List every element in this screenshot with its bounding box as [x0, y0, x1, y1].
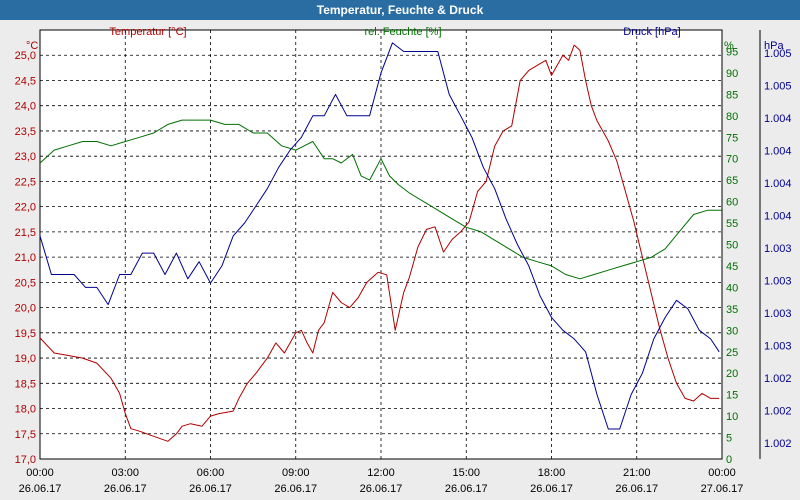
- pressure-tick-label: 1.002: [764, 373, 792, 385]
- x-tick-time: 18:00: [538, 467, 566, 479]
- temp-tick-label: 22,0: [15, 202, 36, 214]
- temp-axis-label: Temperatur [°C]: [109, 26, 186, 38]
- pressure-tick-label: 1.002: [764, 438, 792, 450]
- temp-unit-label: °C: [26, 40, 38, 52]
- x-tick-date: 26.06.17: [104, 483, 147, 495]
- humidity-tick-label: 75: [726, 132, 738, 144]
- x-tick-time: 03:00: [111, 467, 139, 479]
- humidity-tick-label: 15: [726, 390, 738, 402]
- temp-tick-label: 23,5: [15, 126, 36, 138]
- pressure-tick-label: 1.003: [764, 340, 792, 352]
- series-line-press: [39, 42, 720, 430]
- x-tick-date: 26.06.17: [445, 483, 488, 495]
- x-tick-time: 00:00: [26, 467, 54, 479]
- temp-tick-label: 18,5: [15, 378, 36, 390]
- humidity-tick-label: 30: [726, 325, 738, 337]
- humidity-axis-label: rel. Feuchte [%]: [364, 26, 441, 38]
- humidity-tick-label: 35: [726, 304, 738, 316]
- plot-area: [39, 29, 723, 460]
- pressure-tick-label: 1.004: [764, 113, 792, 125]
- temp-tick-label: 23,0: [15, 151, 36, 163]
- window-title: Temperatur, Feuchte & Druck: [0, 0, 800, 20]
- x-tick-time: 12:00: [367, 467, 395, 479]
- pressure-tick-label: 1.003: [764, 243, 792, 255]
- humidity-unit-label: %: [724, 40, 734, 52]
- pressure-tick-label: 1.005: [764, 48, 792, 60]
- x-tick-date: 26.06.17: [360, 483, 403, 495]
- x-tick-date: 26.06.17: [530, 483, 573, 495]
- temp-tick-label: 18,0: [15, 404, 36, 416]
- chart-canvas: 17,0 17,5 18,0 18,5 19,0 19,5 20,0 20,5 21,0 21,5…: [15, 26, 792, 495]
- humidity-tick-label: 10: [726, 411, 738, 423]
- temp-tick-label: 17,0: [15, 454, 36, 466]
- pressure-tick-label: 1.002: [764, 405, 792, 417]
- x-tick-date: 26.06.17: [189, 483, 232, 495]
- humidity-tick-label: 70: [726, 154, 738, 166]
- temp-tick-label: 24,5: [15, 75, 36, 87]
- humidity-tick-label: 25: [726, 347, 738, 359]
- temp-tick-label: 19,0: [15, 353, 36, 365]
- x-tick-time: 21:00: [623, 467, 651, 479]
- temp-tick-label: 20,5: [15, 277, 36, 289]
- temp-tick-label: 17,5: [15, 429, 36, 441]
- humidity-tick-label: 95: [726, 46, 738, 58]
- pressure-tick-label: 1.004: [764, 145, 792, 157]
- x-tick-date: 26.06.17: [274, 483, 317, 495]
- series-line-temp: [39, 44, 720, 442]
- humidity-tick-label: 55: [726, 218, 738, 230]
- humidity-tick-label: 5: [726, 433, 732, 445]
- temp-tick-label: 21,0: [15, 252, 36, 264]
- temp-tick-label: 19,5: [15, 328, 36, 340]
- humidity-tick-label: 50: [726, 240, 738, 252]
- humidity-tick-label: 65: [726, 175, 738, 187]
- temp-tick-label: 20,0: [15, 303, 36, 315]
- humidity-tick-label: 60: [726, 197, 738, 209]
- x-tick-date: 26.06.17: [19, 483, 62, 495]
- humidity-tick-label: 20: [726, 368, 738, 380]
- humidity-tick-label: 85: [726, 89, 738, 101]
- series-line-hum: [39, 119, 722, 280]
- humidity-tick-label: 45: [726, 261, 738, 273]
- x-tick-date: 26.06.17: [615, 483, 658, 495]
- temp-tick-label: 21,5: [15, 227, 36, 239]
- x-tick-time: 06:00: [197, 467, 225, 479]
- humidity-tick-label: 80: [726, 111, 738, 123]
- humidity-tick-label: 0: [726, 454, 732, 466]
- humidity-tick-label: 90: [726, 68, 738, 80]
- temp-tick-label: 22,5: [15, 176, 36, 188]
- pressure-tick-label: 1.004: [764, 178, 792, 190]
- pressure-unit-label: hPa: [764, 40, 784, 52]
- temp-tick-label: 25,0: [15, 50, 36, 62]
- x-tick-time: 00:00: [708, 467, 736, 479]
- pressure-tick-label: 1.004: [764, 210, 792, 222]
- x-tick-date: 27.06.17: [701, 483, 744, 495]
- humidity-tick-label: 40: [726, 282, 738, 294]
- temp-tick-label: 24,0: [15, 101, 36, 113]
- x-tick-time: 15:00: [452, 467, 480, 479]
- pressure-tick-label: 1.003: [764, 308, 792, 320]
- pressure-tick-label: 1.005: [764, 80, 792, 92]
- pressure-axis-label: Druck [hPa]: [623, 26, 680, 38]
- pressure-tick-label: 1.003: [764, 275, 792, 287]
- x-tick-time: 09:00: [282, 467, 310, 479]
